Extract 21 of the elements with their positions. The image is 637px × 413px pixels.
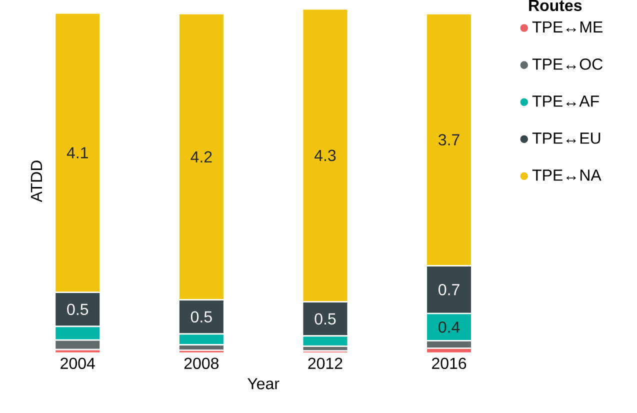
data-label: 0.7: [438, 284, 460, 296]
x-tick-label: 2016: [432, 358, 466, 370]
data-label: 0.5: [67, 304, 88, 316]
data-label: 3.7: [438, 134, 460, 146]
x-axis-title: Year: [248, 378, 280, 390]
data-label: 4.1: [66, 147, 88, 158]
data-label: 4.2: [190, 151, 212, 162]
legend-label: TPE↔ME: [532, 21, 602, 32]
data-label: 4.3: [314, 150, 336, 162]
legend-label: TPE↔AF: [532, 96, 599, 107]
y-axis-title: ATDD: [30, 160, 42, 202]
legend-title: Routes: [529, 0, 582, 12]
legend-label: TPE↔NA: [532, 170, 602, 181]
legend-label: TPE↔OC: [532, 58, 603, 70]
x-tick-label: 2012: [308, 358, 342, 370]
data-label: 0.5: [314, 313, 336, 325]
x-tick-label: 2004: [60, 358, 95, 370]
x-tick-label: 2008: [184, 358, 219, 370]
legend-label: TPE↔EU: [532, 132, 600, 144]
data-label: 0.4: [438, 321, 460, 333]
data-label: 0.5: [190, 311, 212, 323]
